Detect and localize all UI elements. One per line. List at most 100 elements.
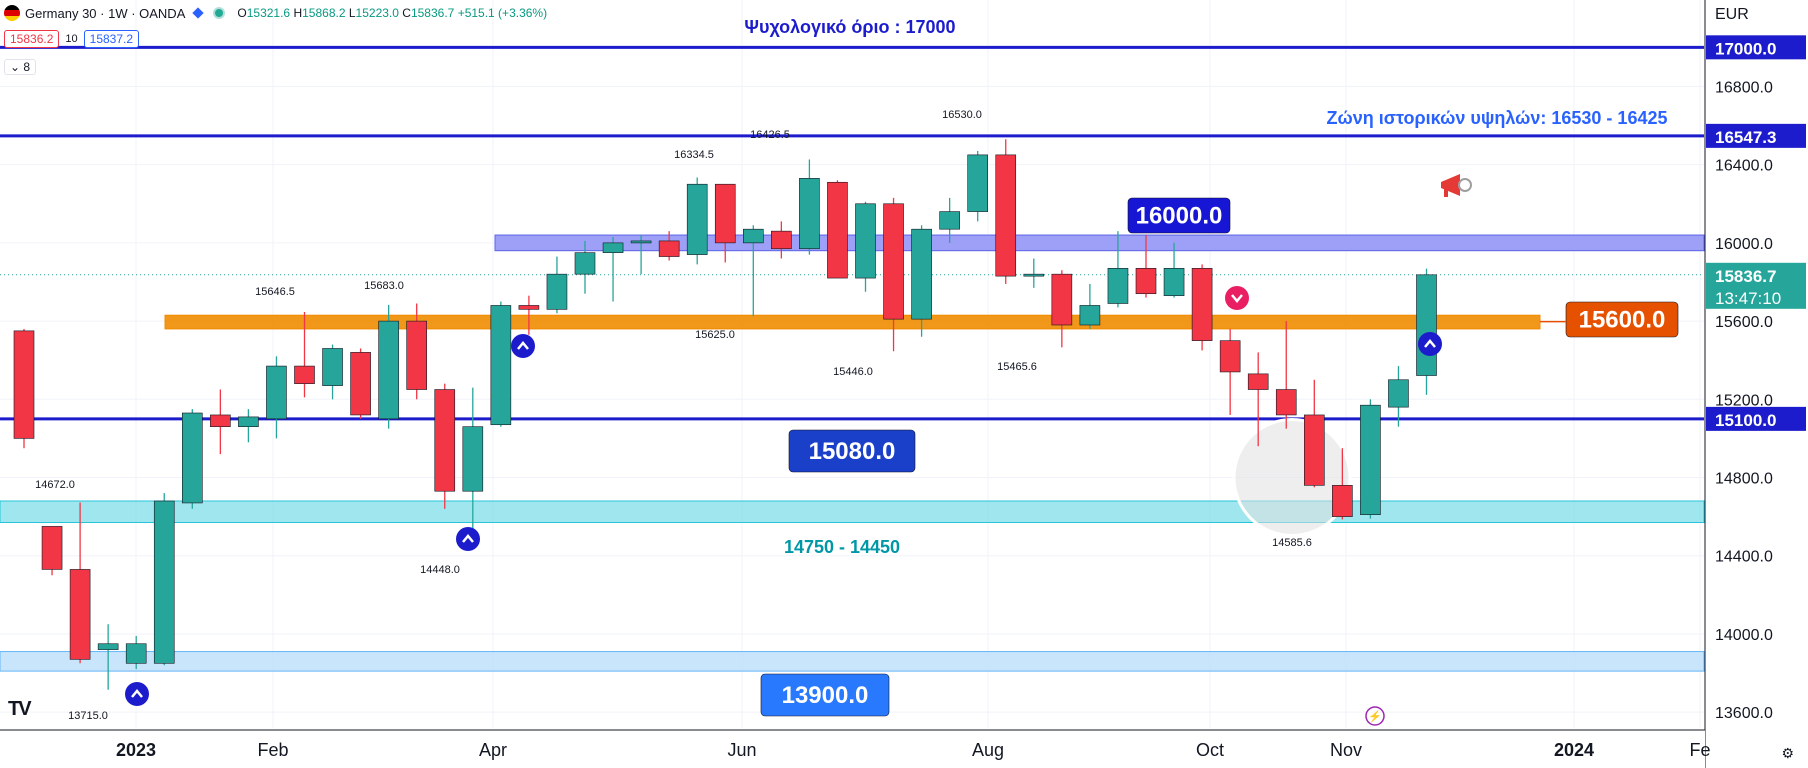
candle [602, 237, 624, 302]
x-tick-label: Jun [727, 740, 756, 760]
candle-body [1332, 485, 1353, 517]
high-low-label: 16530.0 [942, 109, 982, 121]
high-low-label: 14448.0 [420, 564, 460, 576]
tradingview-logo: TV [8, 698, 32, 720]
callout-box [788, 429, 916, 473]
x-tick-label: Aug [972, 740, 1004, 760]
ohlc-values: O15321.6 H15868.2 L15223.0 C15836.7 +515… [237, 6, 548, 20]
candle-body [406, 320, 428, 390]
candle-body [1388, 379, 1409, 408]
candle [686, 177, 708, 265]
candle [1191, 264, 1213, 351]
megaphone-handle [1444, 188, 1448, 197]
megaphone-icon [1441, 174, 1472, 197]
x-tick-label: Feb [257, 740, 288, 760]
zone-band [0, 500, 1705, 524]
up-arrow-chevron [1424, 339, 1436, 348]
y-tick-label: 16800.0 [1715, 79, 1773, 96]
candle-body [322, 348, 343, 386]
candle-body [238, 416, 259, 427]
candle [658, 231, 680, 261]
megaphone-bell [1458, 178, 1472, 192]
candle-body [855, 203, 876, 279]
y-tick-label: 13600.0 [1715, 705, 1773, 722]
candle-body [1247, 373, 1269, 390]
zone-band [164, 314, 1541, 330]
candle-body [266, 365, 287, 420]
up-arrow-circle [125, 682, 149, 706]
candle-body [434, 389, 456, 492]
price-tag-16547 [1706, 123, 1806, 148]
candle [266, 356, 287, 439]
bid-button[interactable]: 15836.2 [4, 30, 60, 48]
candle [210, 389, 231, 455]
callout-text: 15600.0 [1579, 307, 1666, 334]
high-low-label: 15465.6 [997, 361, 1037, 373]
candle [630, 235, 652, 275]
candle-body [490, 305, 512, 426]
down-arrow-icon [1225, 286, 1249, 310]
candle [1219, 328, 1241, 415]
time-axis: 2023 Feb Apr Jun Aug Oct Nov 2024 Fe [0, 729, 1711, 768]
candle-body [1163, 267, 1185, 296]
ask-button[interactable]: 15837.2 [83, 30, 140, 48]
candle [153, 493, 175, 666]
candle-body [1107, 267, 1129, 304]
candle-body [1275, 389, 1297, 416]
up-arrow-icon [1418, 332, 1442, 356]
candle [322, 344, 343, 400]
megaphone-body [1441, 174, 1460, 196]
candle [1360, 399, 1381, 519]
candle [97, 624, 119, 690]
time-axis-bg [0, 730, 1705, 768]
candle [1163, 242, 1185, 298]
candle [41, 526, 63, 576]
indicators-toggle[interactable]: ⌄ 8 [4, 59, 37, 75]
candle-body [602, 242, 624, 253]
candle-body [686, 183, 708, 255]
price-tag-17000-text: 17000.0 [1715, 39, 1776, 58]
y-tick-label: 15200.0 [1715, 392, 1773, 409]
candle-body [153, 500, 175, 664]
high-low-label: 14585.6 [1272, 537, 1312, 549]
candle [13, 328, 35, 449]
candle-body [967, 154, 989, 212]
candle-body [827, 181, 848, 279]
candle-body [182, 412, 203, 504]
zone-band [494, 234, 1705, 252]
quote-panel[interactable]: 15836.2 10 15837.2 [4, 30, 140, 48]
candle [1416, 268, 1437, 395]
candle [378, 304, 399, 429]
symbol-header[interactable]: Germany 30 · 1W · OANDA O15321.6 H15868.… [4, 3, 547, 23]
settings-gear-icon[interactable]: ⚙ [1781, 745, 1794, 761]
last-price-value: 15836.7 [1715, 267, 1776, 286]
symbol-title[interactable]: Germany 30 · 1W · OANDA [25, 5, 186, 21]
candle-body [1219, 340, 1241, 373]
candle-body [1191, 267, 1213, 341]
candle [1304, 379, 1325, 488]
candle-body [714, 183, 736, 244]
callout-15080: 15080.0 [788, 429, 916, 473]
candle [69, 502, 91, 664]
level-text-high-zone: Ζώνη ιστορικών υψηλών: 16530 - 16425 [1327, 108, 1668, 128]
lightning-icon: ⚡ [1365, 706, 1385, 726]
down-arrow-chevron [1231, 294, 1243, 303]
y-tick-label: 16400.0 [1715, 158, 1773, 175]
candle-body [939, 211, 960, 230]
callout-text: 15080.0 [809, 438, 896, 465]
candle [855, 201, 876, 292]
candle-body [210, 414, 231, 427]
candle [714, 183, 736, 263]
high-low-label: 15683.0 [364, 280, 404, 292]
price-tag-17000 [1706, 35, 1806, 60]
up-arrow-icon [125, 682, 149, 706]
candle-body [1079, 305, 1101, 326]
zone-band [0, 651, 1705, 672]
candle-body [294, 365, 315, 384]
currency-label: EUR [1715, 6, 1749, 23]
candle-body [546, 273, 568, 310]
candle [238, 409, 259, 443]
lightning-circle [1365, 706, 1385, 726]
candle [518, 295, 540, 335]
